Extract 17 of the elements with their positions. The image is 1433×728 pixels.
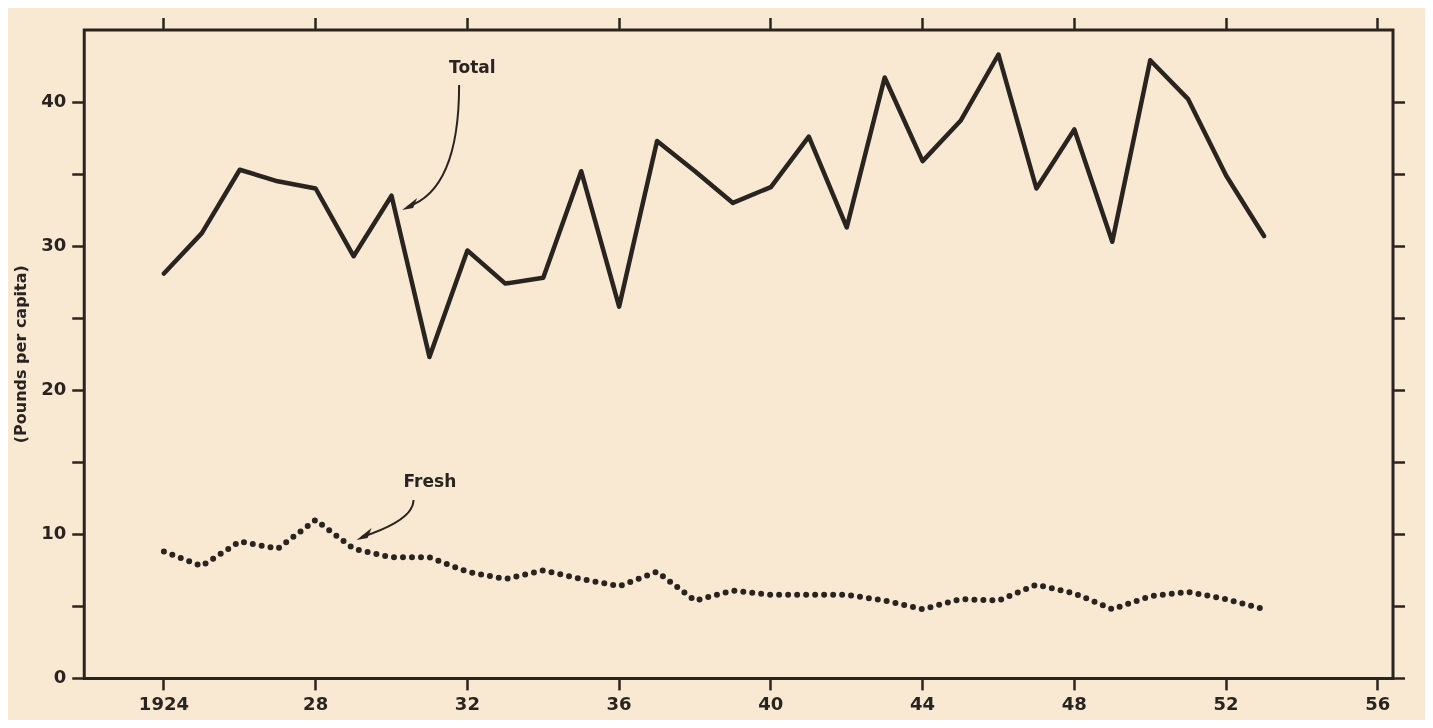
- x-tick-label: 1924: [138, 692, 189, 714]
- x-tick-label: 36: [606, 692, 632, 714]
- x-tick-label: 40: [758, 692, 784, 714]
- y-tick-label: 10: [41, 521, 67, 543]
- y-axis-title: (Pounds per capita): [10, 265, 30, 444]
- x-tick-label: 52: [1213, 692, 1239, 714]
- y-tick-label: 0: [53, 666, 67, 688]
- annotation: Total: [449, 56, 496, 77]
- y-tick-label: 20: [41, 377, 67, 399]
- y-tick-label: 40: [41, 89, 67, 111]
- x-tick-label: 32: [454, 692, 480, 714]
- x-tick-label: 44: [910, 692, 936, 714]
- y-tick-label: 30: [41, 233, 67, 255]
- annotation: Fresh: [403, 471, 457, 492]
- x-tick-label: 48: [1061, 692, 1087, 714]
- x-tick-label: 28: [303, 692, 329, 714]
- x-tick-label: 56: [1365, 692, 1391, 714]
